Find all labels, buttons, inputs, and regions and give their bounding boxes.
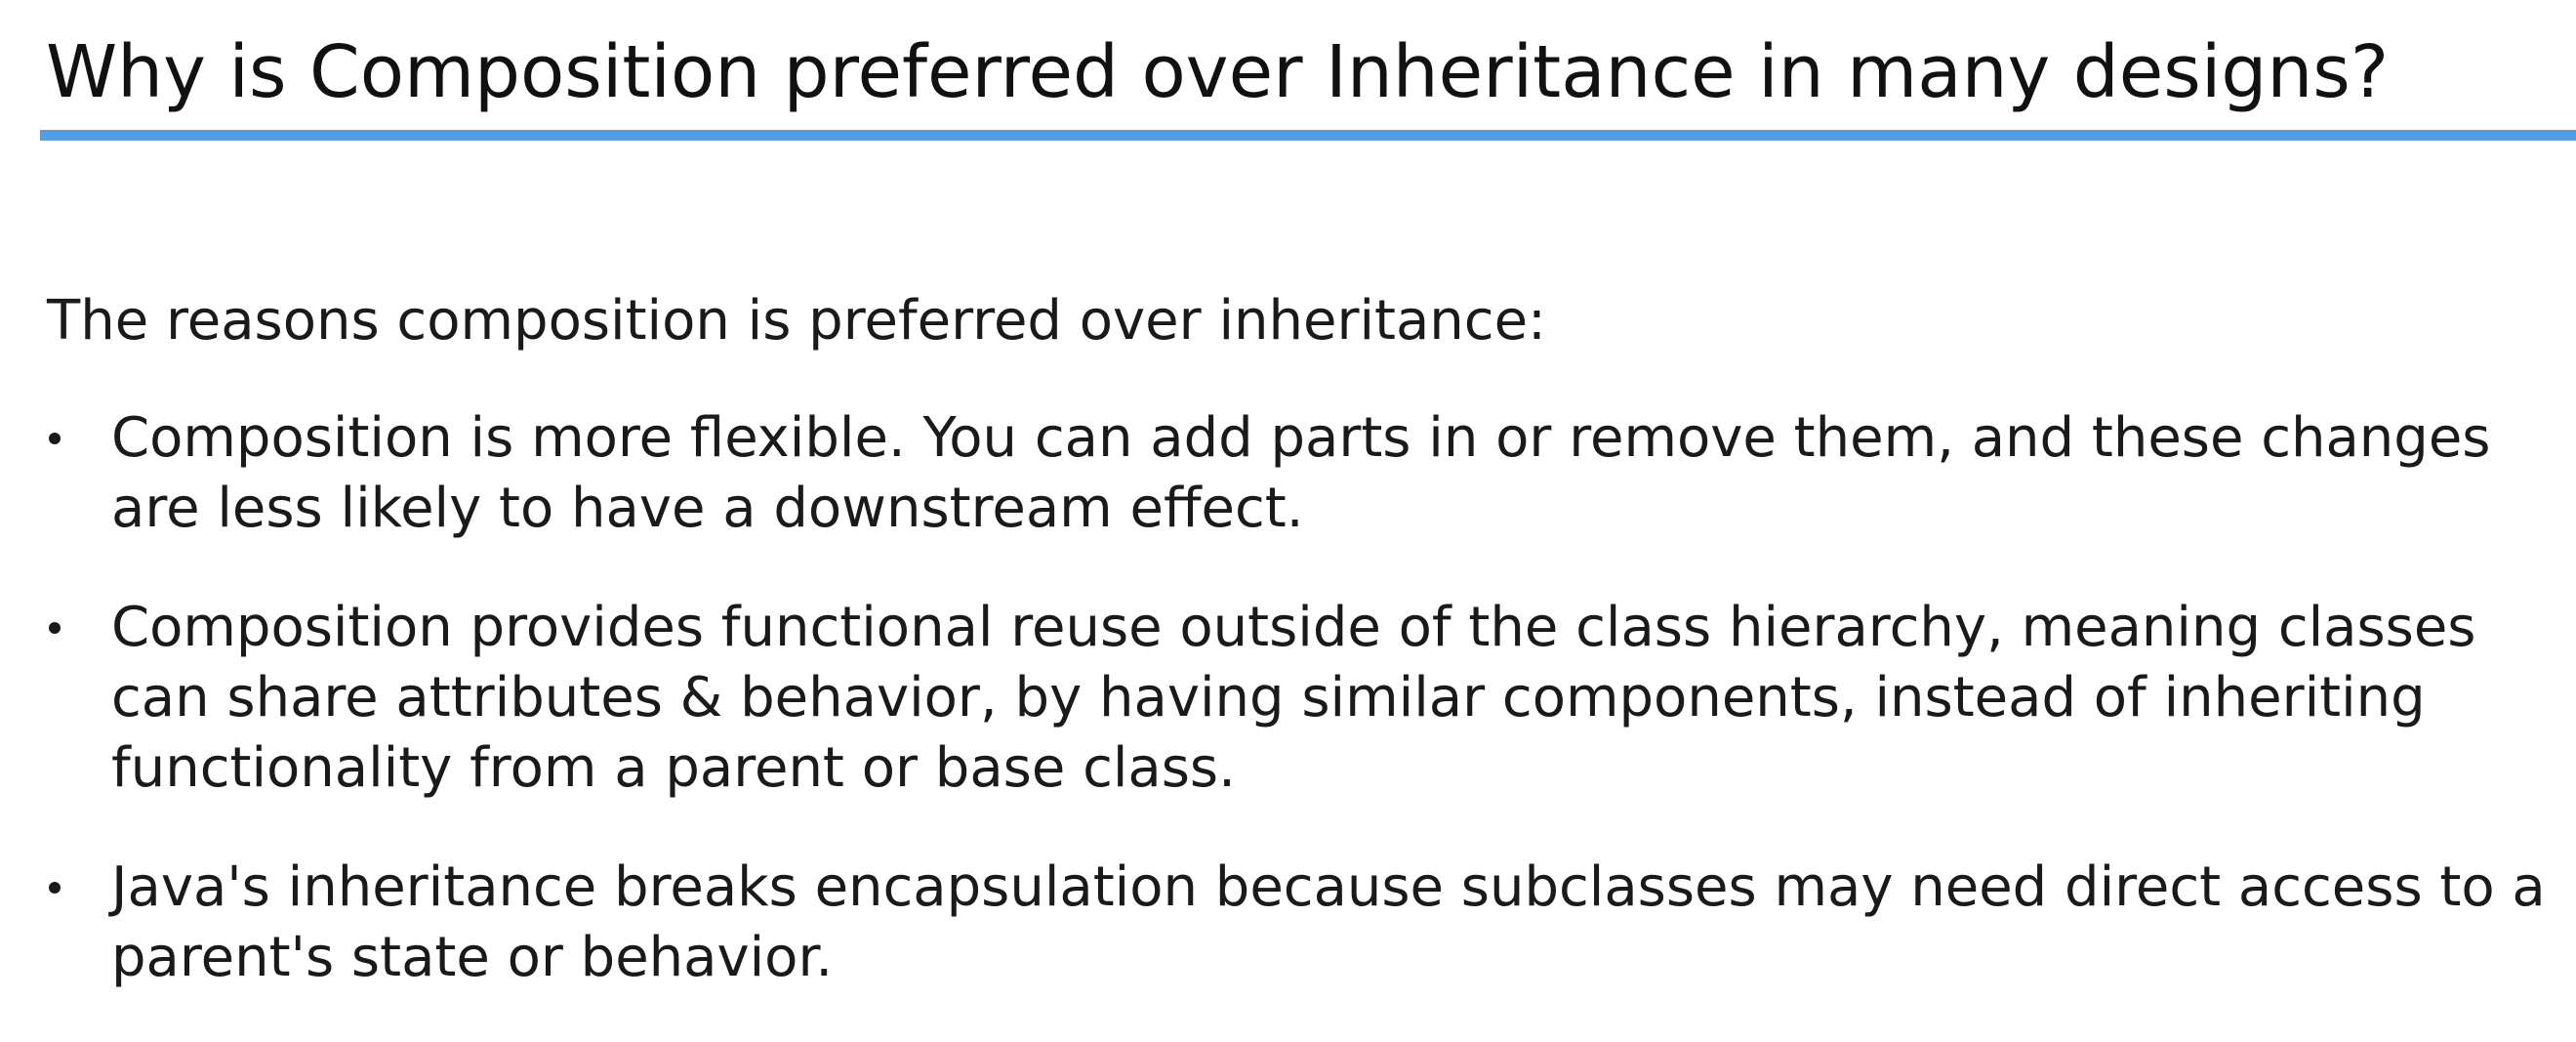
intro-text: The reasons composition is preferred ove… [47,289,1546,353]
bullet-line: Composition is more flexible. You can ad… [111,406,2491,470]
bullet-line: can share attributes & behavior, by havi… [111,666,2426,729]
bullet-item: Composition provides functional reuse ou… [47,593,2546,804]
bullet-list: Composition is more flexible. You can ad… [47,403,2546,1042]
bullet-item: Composition is more flexible. You can ad… [47,403,2546,544]
slide-title: Why is Composition preferred over Inheri… [46,30,2390,114]
bullet-dot-icon [49,433,61,444]
title-underline [40,130,2576,141]
bullet-dot-icon [49,882,61,894]
bullet-line: Java's inheritance breaks encapsulation … [111,855,2546,919]
bullet-line: functionality from a parent or base clas… [111,736,1236,800]
bullet-dot-icon [49,622,61,634]
bullet-line: Composition provides functional reuse ou… [111,596,2476,659]
bullet-line: parent's state or behavior. [111,926,834,989]
bullet-line: are less likely to have a downstream eff… [111,477,1304,540]
bullet-item: Java's inheritance breaks encapsulation … [47,853,2546,993]
